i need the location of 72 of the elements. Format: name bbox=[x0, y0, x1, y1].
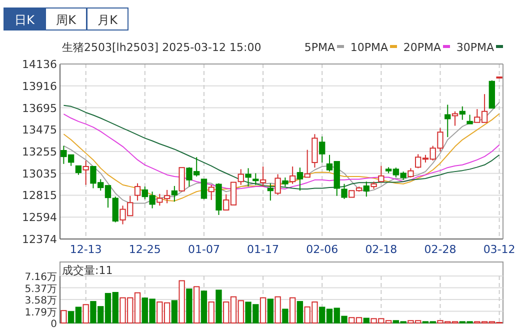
candlestick bbox=[112, 196, 118, 223]
candlestick bbox=[289, 166, 296, 184]
candlestick bbox=[304, 149, 310, 178]
bar bbox=[274, 296, 281, 324]
bar bbox=[363, 318, 370, 324]
candlestick bbox=[444, 104, 451, 138]
candlestick bbox=[82, 160, 89, 186]
candlestick bbox=[252, 172, 259, 186]
legend-label: 10PMA bbox=[350, 41, 388, 54]
y-tick-label: 13475 bbox=[22, 124, 57, 137]
y-tick-label: 14136 bbox=[22, 58, 57, 71]
candlestick bbox=[200, 178, 208, 200]
y-tick-label: 13916 bbox=[22, 80, 57, 93]
bar bbox=[296, 301, 304, 324]
y-tick-label: 13255 bbox=[22, 146, 57, 158]
bar bbox=[200, 290, 208, 324]
x-tick-label: 03-12 bbox=[483, 243, 516, 256]
candlestick bbox=[260, 166, 266, 188]
candlestick bbox=[171, 185, 178, 202]
legend-label: 30PMA bbox=[456, 41, 494, 54]
candlestick bbox=[459, 106, 466, 120]
bar bbox=[82, 304, 89, 324]
x-tick-label: 12-13 bbox=[70, 243, 102, 256]
bar bbox=[216, 290, 222, 324]
candlestick bbox=[208, 184, 214, 200]
y-tick-label: 12374 bbox=[22, 233, 57, 246]
bar bbox=[171, 300, 178, 324]
x-tick-label: 02-28 bbox=[424, 243, 456, 256]
bar bbox=[178, 280, 185, 324]
y-tick-label: 7.16万 bbox=[24, 272, 57, 283]
x-tick-label: 01-07 bbox=[188, 243, 220, 256]
candlestick bbox=[408, 168, 414, 178]
candlestick bbox=[296, 167, 304, 192]
x-tick-label: 02-06 bbox=[306, 243, 338, 256]
x-tick-label: 01-17 bbox=[247, 243, 280, 256]
candlestick bbox=[378, 165, 384, 182]
candlestick bbox=[238, 168, 244, 186]
bar bbox=[282, 308, 288, 324]
y-tick-label: 13695 bbox=[22, 102, 57, 115]
candlestick bbox=[178, 167, 185, 192]
candlestick bbox=[282, 177, 288, 188]
candlestick bbox=[274, 174, 281, 196]
chart-title: 生猪2503[lh2503] 2025-03-12 15:00 bbox=[62, 41, 262, 54]
bar bbox=[289, 297, 296, 324]
text: 日K bbox=[14, 13, 36, 27]
bar bbox=[186, 288, 192, 324]
y-tick-label: 0 bbox=[50, 319, 57, 330]
y-tick-label: 12594 bbox=[22, 211, 57, 224]
candlestick bbox=[341, 183, 348, 200]
candlestick bbox=[134, 182, 141, 202]
bar bbox=[260, 297, 266, 324]
x-tick-label: 02-18 bbox=[365, 243, 398, 256]
y-tick-label: 3.58万 bbox=[24, 296, 57, 306]
y-tick-label: 12815 bbox=[22, 189, 57, 202]
y-tick-label: 13035 bbox=[22, 167, 57, 180]
y-tick-label: 1.79万 bbox=[24, 307, 57, 318]
legend-label: 5PMA bbox=[304, 41, 336, 54]
candlestick bbox=[245, 168, 252, 188]
chart-title: 成交量:11 bbox=[62, 264, 113, 277]
text: 周K bbox=[56, 13, 78, 27]
y-tick-label: 5.37万 bbox=[24, 284, 57, 295]
bar bbox=[208, 301, 214, 324]
bar bbox=[60, 310, 67, 324]
candlestick bbox=[466, 114, 473, 124]
x-tick-label: 12-25 bbox=[128, 243, 161, 256]
candlestick bbox=[319, 136, 326, 164]
candlestick bbox=[267, 182, 274, 202]
legend-label: 20PMA bbox=[403, 41, 442, 54]
bar bbox=[267, 298, 274, 324]
bar bbox=[194, 286, 200, 324]
candlestick bbox=[363, 181, 370, 198]
text: 月K bbox=[98, 13, 119, 27]
